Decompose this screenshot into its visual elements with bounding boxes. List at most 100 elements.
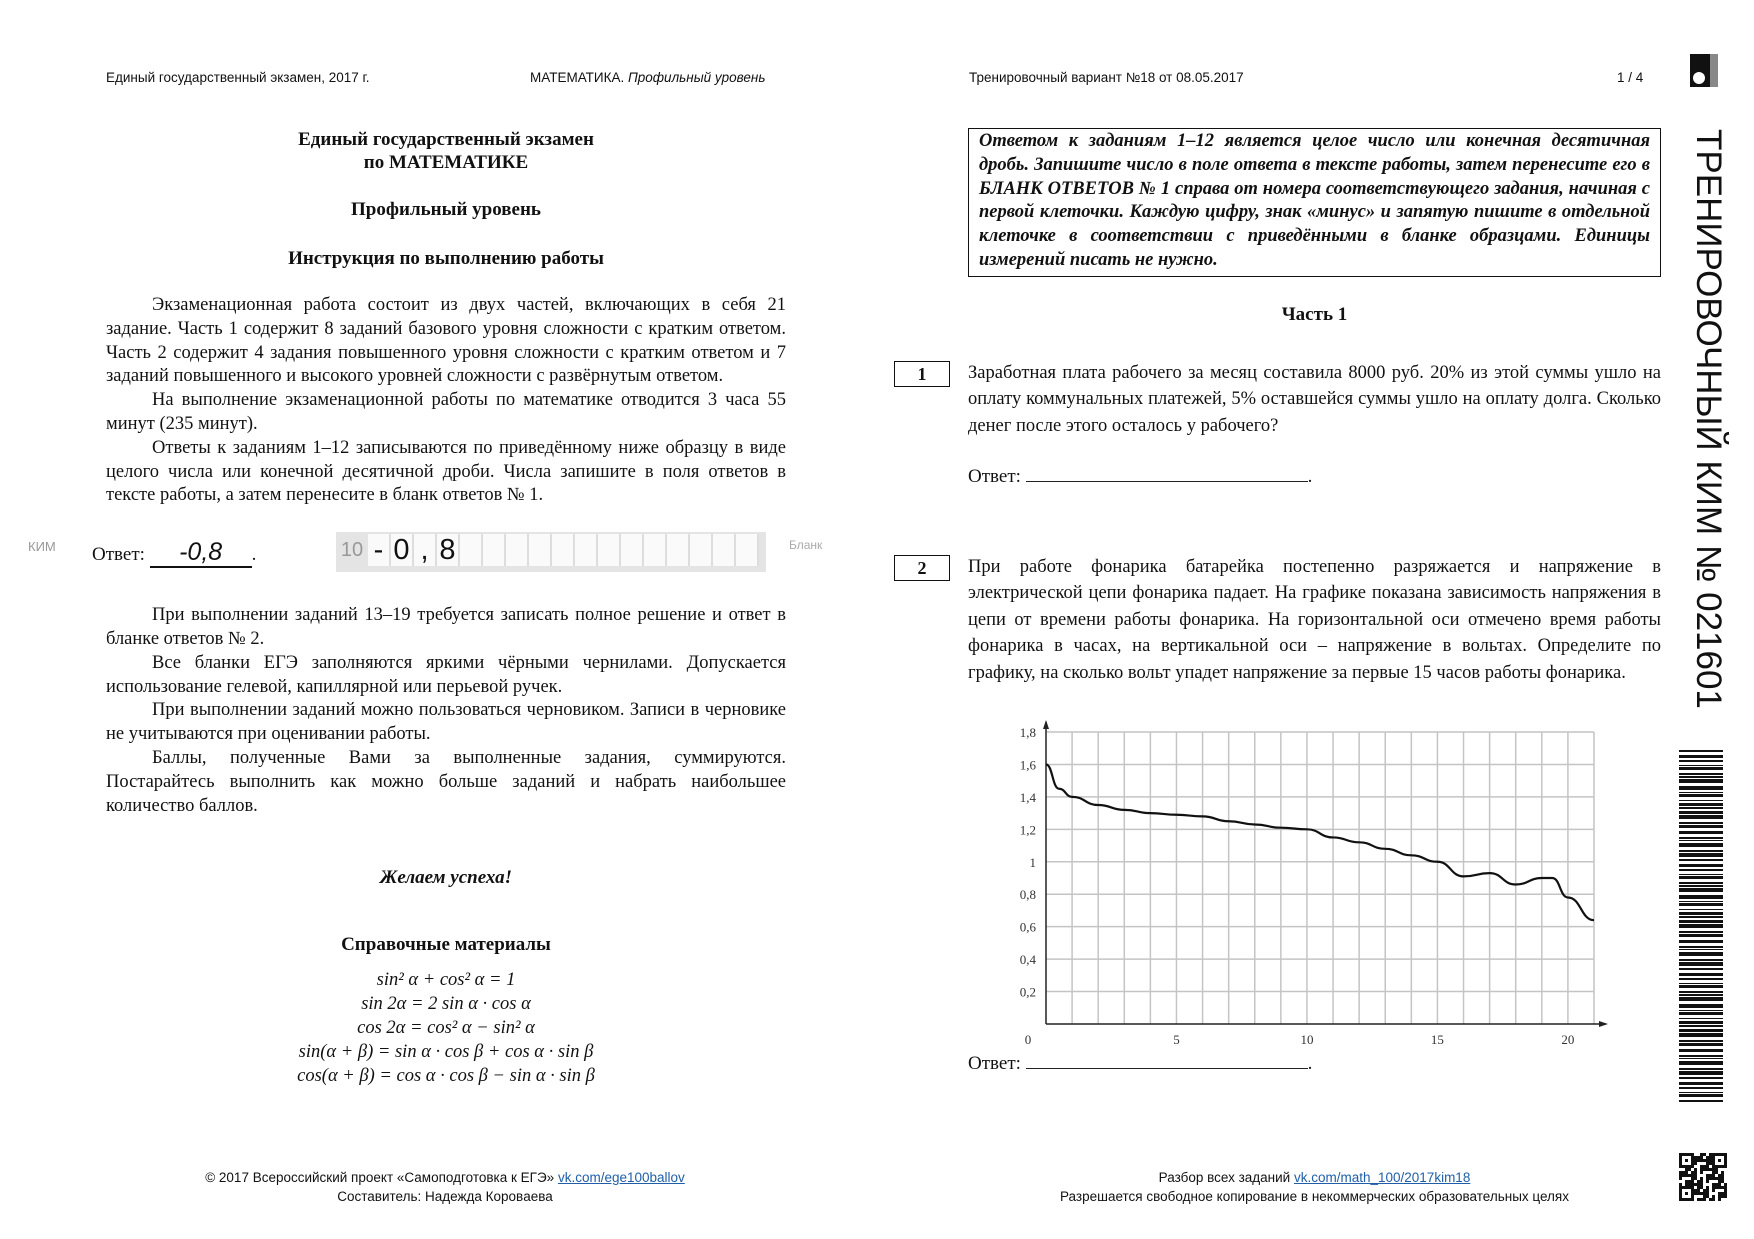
barcode-bar (1679, 940, 1723, 943)
qr-module (1703, 1165, 1706, 1168)
qr-module (1688, 1183, 1691, 1186)
task-2: 2 При работе фонарика батарейка постепен… (894, 554, 1661, 686)
qr-module (1694, 1192, 1697, 1195)
qr-module (1721, 1165, 1724, 1168)
barcode-bar (1679, 859, 1723, 861)
vk-link[interactable]: vk.com/ege100ballov (557, 1170, 685, 1185)
blank-cell (483, 534, 506, 567)
barcode-bar (1679, 983, 1723, 984)
voltage-chart: 0,2 0,4 0,6 0,8 1 1,2 1,4 1,6 1,8 0 5 10 15 20 (1020, 720, 1608, 1047)
qr-module (1679, 1177, 1682, 1180)
qr-module (1703, 1192, 1706, 1195)
analysis-label: Разбор всех заданий (1158, 1170, 1291, 1185)
paragraph: При выполнении заданий можно пользоватьс… (106, 700, 786, 745)
barcode-bar (1679, 1010, 1723, 1011)
qr-module (1724, 1156, 1727, 1159)
qr-module (1685, 1174, 1688, 1177)
qr-module (1709, 1162, 1712, 1165)
sample-answer-value: -0,8 (149, 538, 252, 569)
qr-module (1715, 1165, 1718, 1168)
task-1: 1 Заработная плата рабочего за месяц сос… (894, 360, 1661, 439)
qr-module (1682, 1174, 1685, 1177)
qr-module (1706, 1165, 1709, 1168)
qr-module (1688, 1174, 1691, 1177)
qr-module (1718, 1177, 1721, 1180)
barcode-bar (1679, 1025, 1723, 1027)
qr-module (1715, 1186, 1718, 1189)
qr-module (1685, 1180, 1688, 1183)
answer-label: Ответ: (968, 1053, 1021, 1075)
barcode-bar (1679, 765, 1723, 766)
qr-module (1721, 1195, 1724, 1198)
barcode-bar (1679, 1004, 1723, 1008)
barcode-bar (1679, 831, 1723, 834)
qr-module (1688, 1186, 1691, 1189)
barcode-bar (1679, 997, 1723, 1001)
left-column: Единый государственный экзамен по МАТЕМА… (28, 128, 822, 1088)
barcode-bar (1679, 837, 1723, 839)
paragraph: При выполнении заданий 13–19 требуется з… (106, 605, 786, 649)
qr-module (1697, 1159, 1700, 1162)
qr-module (1685, 1168, 1688, 1171)
barcode-bar (1679, 760, 1723, 762)
qr-module (1706, 1192, 1709, 1195)
qr-module (1712, 1198, 1715, 1201)
qr-module (1691, 1192, 1694, 1195)
qr-module (1682, 1186, 1685, 1189)
blank-cell (598, 534, 621, 567)
qr-module (1691, 1183, 1694, 1186)
copyright: © 2017 Всероссийский проект «Самоподгото… (205, 1170, 555, 1185)
formula: cos(α + β) = cos α · cos β − sin α · sin… (297, 1066, 595, 1087)
qr-module (1709, 1153, 1712, 1156)
qr-module (1679, 1165, 1682, 1168)
qr-module (1685, 1171, 1688, 1174)
task-number: 1 (894, 360, 950, 387)
y-tick-label: 0,8 (1020, 887, 1036, 902)
blank-cell (667, 534, 690, 567)
analysis-link[interactable]: vk.com/math_100/2017kim18 (1293, 1170, 1471, 1185)
qr-module (1694, 1174, 1697, 1177)
qr-module (1700, 1165, 1703, 1168)
copy-notice: Разрешается свободное копирование в неко… (1060, 1189, 1569, 1204)
qr-module (1685, 1183, 1688, 1186)
qr-module (1694, 1156, 1697, 1159)
qr-module (1679, 1156, 1682, 1159)
qr-module (1700, 1159, 1703, 1162)
barcode-bar (1679, 973, 1723, 976)
barcode-bar (1679, 1071, 1723, 1075)
qr-module (1700, 1168, 1703, 1171)
qr-module (1718, 1186, 1721, 1189)
qr-module (1691, 1156, 1694, 1159)
qr-module (1694, 1162, 1697, 1165)
answer-field[interactable] (1025, 1050, 1308, 1070)
qr-module (1700, 1192, 1703, 1195)
barcode-bar (1679, 952, 1723, 956)
barcode-bar (1679, 1018, 1723, 1019)
qr-module (1694, 1168, 1697, 1171)
blank-cell (575, 534, 598, 567)
blank-cell (529, 534, 552, 567)
barcode-bar (1679, 994, 1723, 996)
instruction-title: Инструкция по выполнению работы (288, 248, 604, 269)
qr-module (1694, 1183, 1697, 1186)
barcode-bar (1679, 779, 1723, 783)
qr-module (1679, 1198, 1682, 1201)
qr-code-icon (1679, 1153, 1727, 1201)
x-tick-label: 15 (1431, 1032, 1444, 1047)
qr-module (1721, 1186, 1724, 1189)
qr-module (1718, 1153, 1721, 1156)
barcode-bar (1679, 1021, 1723, 1024)
barcode-bar (1679, 1029, 1723, 1032)
qr-module (1706, 1156, 1709, 1159)
qr-module (1691, 1189, 1694, 1192)
qr-module (1703, 1189, 1706, 1192)
voltage-curve (1045, 763, 1595, 922)
blank-cell (690, 534, 713, 567)
barcode-bar (1679, 1082, 1723, 1085)
qr-module (1685, 1186, 1688, 1189)
qr-module (1688, 1165, 1691, 1168)
answer-field[interactable] (1025, 463, 1308, 482)
qr-module (1712, 1171, 1715, 1174)
qr-module (1712, 1177, 1715, 1180)
qr-module (1718, 1192, 1721, 1195)
